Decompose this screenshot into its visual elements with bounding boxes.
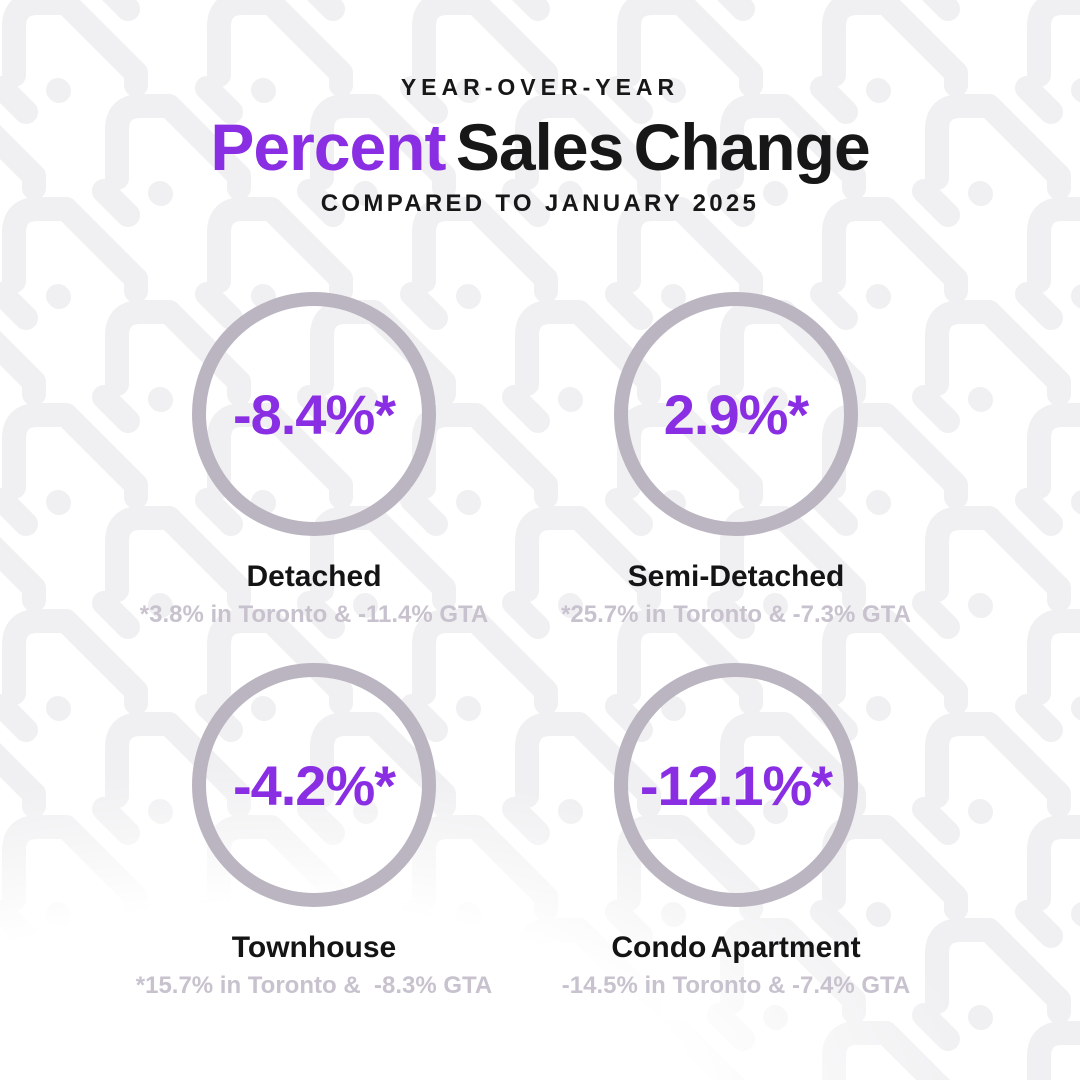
stat-value: -12.1%* — [639, 753, 833, 817]
stat-note: *25.7% in Toronto & -7.3% GTA — [561, 601, 911, 628]
stat-card-townhouse: -4.2%* Townhouse *15.7% in Toronto & -8.… — [104, 663, 524, 1000]
page-title: Percent Sales Change — [0, 110, 1080, 184]
stats-grid: -8.4%* Detached *3.8% in Toronto & -11.4… — [104, 292, 946, 1000]
stat-card-semi-detached: 2.9%* Semi-Detached *25.7% in Toronto & … — [526, 292, 946, 629]
stat-label: Condo Apartment — [611, 931, 861, 964]
stat-circle: -12.1%* — [614, 663, 858, 907]
stat-value: -4.2%* — [232, 753, 396, 817]
header: YEAR-OVER-YEAR Percent Sales Change COMP… — [0, 0, 1080, 218]
stat-label: Detached — [246, 560, 382, 593]
stat-label: Townhouse — [231, 931, 397, 964]
stat-note: *15.7% in Toronto & -8.3% GTA — [135, 972, 493, 999]
eyebrow-text: YEAR-OVER-YEAR — [400, 74, 680, 100]
subtitle-text: COMPARED TO JANUARY 2025 — [320, 190, 760, 218]
stat-value: 2.9%* — [663, 382, 809, 446]
stat-note: -14.5% in Toronto & -7.4% GTA — [561, 972, 911, 999]
stat-circle: 2.9%* — [614, 292, 858, 536]
stat-value: -8.4%* — [232, 382, 396, 446]
stat-circle: -8.4%* — [192, 292, 436, 536]
stat-label: Semi-Detached — [627, 560, 845, 593]
stat-note: *3.8% in Toronto & -11.4% GTA — [139, 601, 489, 628]
title-accent-word: Percent — [210, 110, 446, 184]
title-rest-words: Sales Change — [455, 110, 871, 184]
stat-card-condo-apartment: -12.1%* Condo Apartment -14.5% in Toront… — [526, 663, 946, 1000]
stat-circle: -4.2%* — [192, 663, 436, 907]
stat-card-detached: -8.4%* Detached *3.8% in Toronto & -11.4… — [104, 292, 524, 629]
